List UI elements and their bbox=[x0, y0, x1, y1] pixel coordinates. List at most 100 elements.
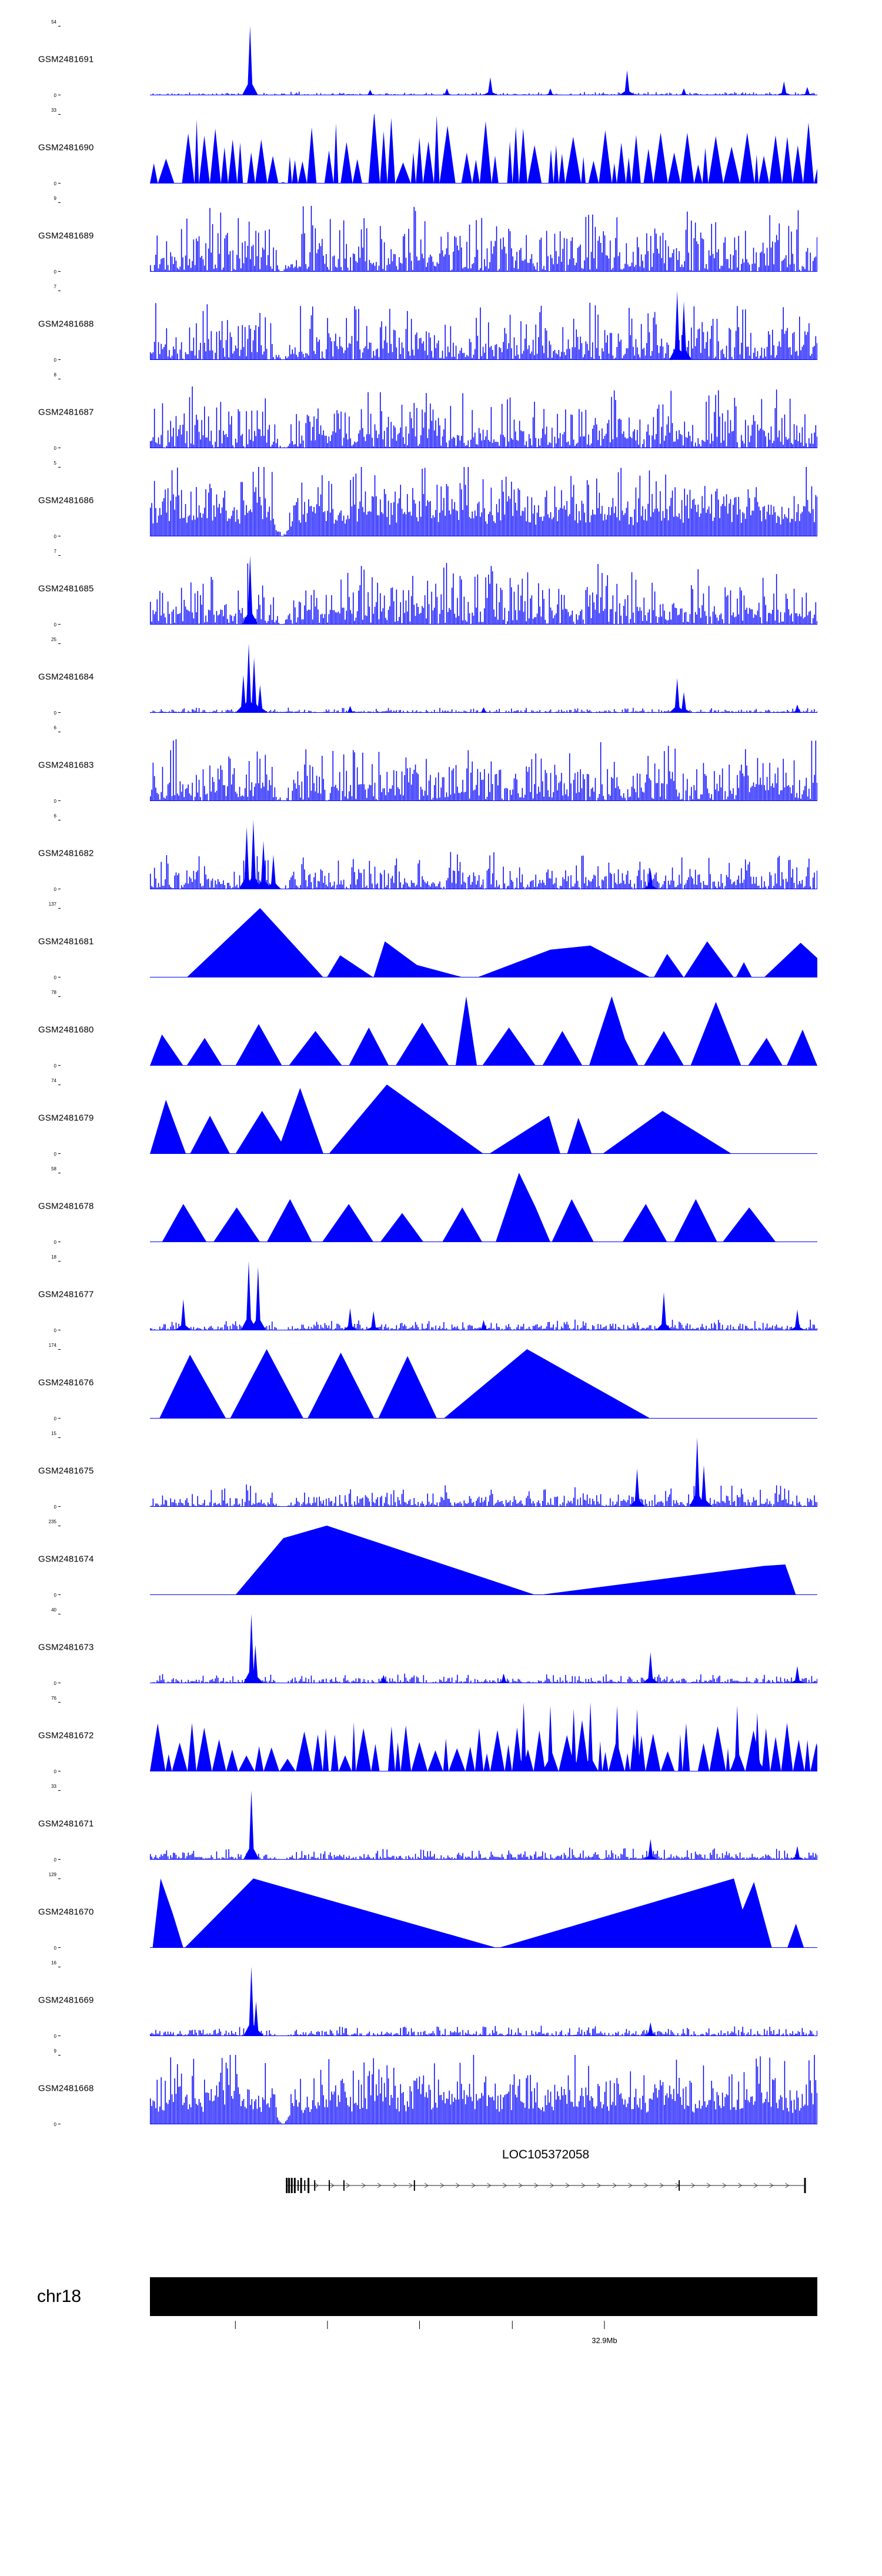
axis-tick-top bbox=[58, 1437, 61, 1438]
track-ymin-label: 0 bbox=[54, 1857, 56, 1863]
track-ymax-label: 6 bbox=[54, 725, 56, 730]
track-label: GSM2481675 bbox=[38, 1466, 94, 1476]
track-label: GSM2481671 bbox=[38, 1818, 94, 1829]
axis-tick-bottom bbox=[58, 1153, 61, 1154]
track-signal-plot bbox=[150, 1702, 817, 1771]
track-ymax-label: 16 bbox=[51, 1960, 56, 1966]
track-signal-plot bbox=[150, 1790, 817, 1860]
track-label: GSM2481687 bbox=[38, 407, 94, 418]
axis-tick-top bbox=[58, 1790, 61, 1791]
track-ymax-label: 9 bbox=[54, 196, 56, 201]
axis-tick-top bbox=[58, 1349, 61, 1350]
track-signal-plot bbox=[150, 1878, 817, 1948]
track-label: GSM2481683 bbox=[38, 760, 94, 770]
genome-ruler: 32.9Mb bbox=[0, 2321, 882, 2362]
track-ymax-label: 15 bbox=[51, 1431, 56, 1436]
track-ymax-label: 25 bbox=[51, 637, 56, 642]
track-label: GSM2481676 bbox=[38, 1377, 94, 1388]
track-label: GSM2481673 bbox=[38, 1642, 94, 1653]
track-ymax-label: 58 bbox=[51, 1166, 56, 1172]
track-ymin-label: 0 bbox=[54, 446, 56, 451]
axis-tick-bottom bbox=[58, 712, 61, 713]
axis-tick-top bbox=[58, 467, 61, 468]
axis-tick-top bbox=[58, 908, 61, 909]
track-row: 15 GSM2481675 0 bbox=[0, 1427, 882, 1515]
axis-tick-top bbox=[58, 996, 61, 997]
track-ymin-label: 0 bbox=[54, 93, 56, 98]
track-ymax-label: 18 bbox=[51, 1254, 56, 1260]
track-ymin-label: 0 bbox=[54, 1240, 56, 1245]
axis-tick-bottom bbox=[58, 1947, 61, 1948]
track-label: GSM2481688 bbox=[38, 319, 94, 329]
track-ymax-label: 137 bbox=[48, 902, 56, 907]
track-signal-plot bbox=[150, 202, 817, 272]
track-signal-plot bbox=[150, 379, 817, 448]
track-ymax-label: 74 bbox=[51, 1078, 56, 1083]
track-ymin-label: 0 bbox=[54, 1946, 56, 1951]
track-ymax-label: 235 bbox=[48, 1519, 56, 1524]
track-label: GSM2481689 bbox=[38, 231, 94, 241]
track-row: 78 GSM2481680 0 bbox=[0, 986, 882, 1074]
track-row: 174 GSM2481676 0 bbox=[0, 1339, 882, 1427]
track-row: 74 GSM2481679 0 bbox=[0, 1074, 882, 1162]
track-ymax-label: 174 bbox=[48, 1343, 56, 1348]
axis-tick-bottom bbox=[58, 1594, 61, 1595]
track-row: 129 GSM2481670 0 bbox=[0, 1868, 882, 1956]
track-ymin-label: 0 bbox=[54, 181, 56, 186]
track-ymin-label: 0 bbox=[54, 1593, 56, 1598]
track-row: 16 GSM2481669 0 bbox=[0, 1956, 882, 2044]
axis-tick-bottom bbox=[58, 800, 61, 801]
axis-tick-top bbox=[58, 1261, 61, 1262]
track-row: 76 GSM2481672 0 bbox=[0, 1691, 882, 1780]
chromosome-label: chr18 bbox=[37, 2287, 82, 2306]
track-signal-plot bbox=[150, 114, 817, 183]
track-ymax-label: 5 bbox=[54, 461, 56, 466]
track-label: GSM2481690 bbox=[38, 142, 94, 153]
track-label: GSM2481684 bbox=[38, 672, 94, 682]
track-row: 58 GSM2481678 0 bbox=[0, 1162, 882, 1250]
track-ymin-label: 0 bbox=[54, 1152, 56, 1157]
track-ymin-label: 0 bbox=[54, 710, 56, 716]
track-ymin-label: 0 bbox=[54, 1416, 56, 1422]
axis-tick-bottom bbox=[58, 1859, 61, 1860]
chromosome-track: chr18 bbox=[0, 2277, 882, 2316]
track-row: 7 GSM2481685 0 bbox=[0, 545, 882, 633]
track-ymin-label: 0 bbox=[54, 887, 56, 892]
track-signal-plot bbox=[150, 2055, 817, 2124]
axis-tick-bottom bbox=[58, 1418, 61, 1419]
axis-tick-top bbox=[58, 202, 61, 203]
track-label: GSM2481669 bbox=[38, 1995, 94, 2006]
track-label: GSM2481681 bbox=[38, 936, 94, 947]
tracks-container: 54 GSM2481691 0 33 GSM2481690 0 9 GSM2481689 0 7 G… bbox=[0, 15, 882, 2133]
axis-tick-top bbox=[58, 2055, 61, 2056]
track-ymax-label: 78 bbox=[51, 990, 56, 995]
track-ymin-label: 0 bbox=[54, 1328, 56, 1333]
axis-tick-top bbox=[58, 643, 61, 644]
track-ymin-label: 0 bbox=[54, 2034, 56, 2039]
track-row: 9 GSM2481689 0 bbox=[0, 192, 882, 280]
track-label: GSM2481685 bbox=[38, 583, 94, 594]
track-label: GSM2481670 bbox=[38, 1907, 94, 1917]
track-label: GSM2481686 bbox=[38, 495, 94, 506]
track-ymin-label: 0 bbox=[54, 799, 56, 804]
track-row: 6 GSM2481683 0 bbox=[0, 721, 882, 809]
track-label: GSM2481680 bbox=[38, 1025, 94, 1035]
ruler-ticks bbox=[235, 2321, 605, 2329]
track-row: 25 GSM2481684 0 bbox=[0, 633, 882, 721]
track-signal-plot bbox=[150, 1967, 817, 2036]
axis-tick-bottom bbox=[58, 271, 61, 272]
chromosome-ideogram bbox=[150, 2277, 817, 2316]
track-row: 8 GSM2481687 0 bbox=[0, 368, 882, 456]
track-signal-plot bbox=[150, 1173, 817, 1242]
track-ymax-label: 129 bbox=[48, 1872, 56, 1877]
axis-tick-bottom bbox=[58, 359, 61, 360]
track-label: GSM2481678 bbox=[38, 1201, 94, 1212]
track-label: GSM2481679 bbox=[38, 1113, 94, 1123]
track-ymax-label: 8 bbox=[54, 372, 56, 378]
track-row: 9 GSM2481668 0 bbox=[0, 2044, 882, 2133]
track-row: 6 GSM2481682 0 bbox=[0, 809, 882, 897]
axis-tick-bottom bbox=[58, 1065, 61, 1066]
track-ymin-label: 0 bbox=[54, 622, 56, 628]
track-ymax-label: 33 bbox=[51, 108, 56, 113]
